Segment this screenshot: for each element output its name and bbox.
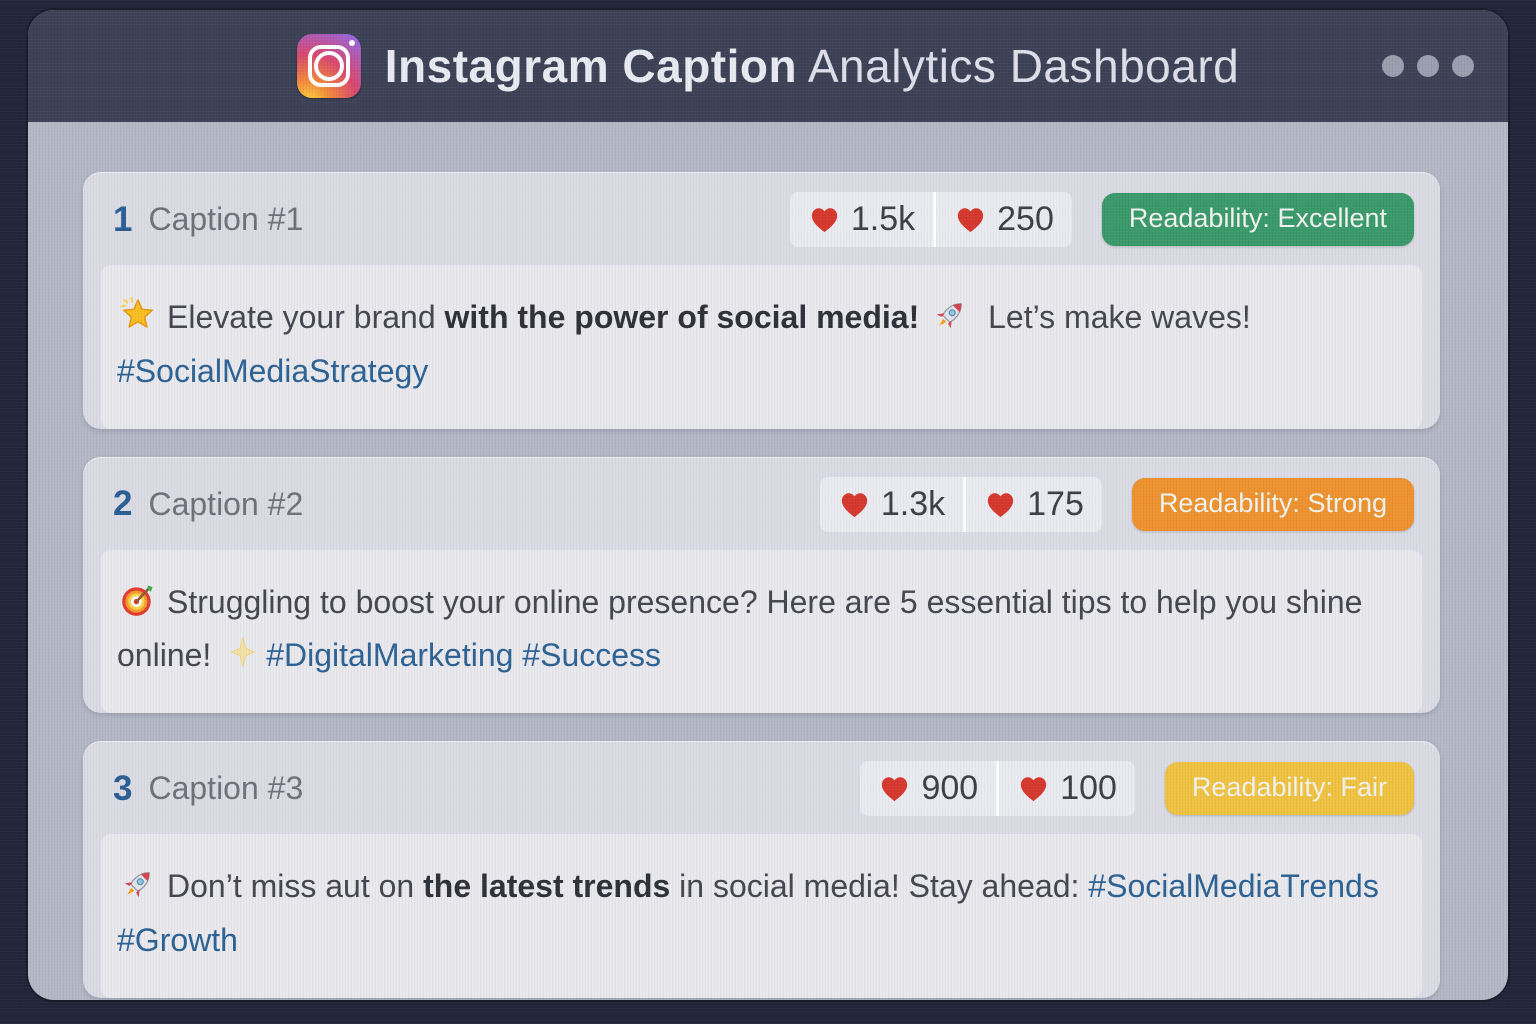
glowing-star-icon: [119, 296, 157, 334]
rocket-icon: [931, 296, 969, 334]
like-count: 1.5k: [850, 200, 916, 238]
readability-badge: Readability: Fair: [1164, 762, 1414, 815]
like-count: 250: [997, 200, 1054, 238]
card-3-title: Caption #3: [148, 770, 304, 806]
heart-icon: [838, 488, 871, 521]
page-title-bold: Instagram Caption: [384, 40, 798, 92]
card-3-number: 3: [113, 768, 133, 808]
caption-segment: the latest trends: [423, 868, 671, 904]
ellipsis-menu-icon[interactable]: [1382, 55, 1474, 77]
caption-segment: in social media! Stay ahead:: [670, 868, 1089, 904]
card-1-stats: 1.5k 250: [789, 192, 1072, 247]
caption-card-1: 1 Caption #1 1.5k 250: [83, 172, 1440, 429]
page-title-regular: Analytics Dashboard: [807, 40, 1240, 92]
card-1-header: 1 Caption #1 1.5k 250: [83, 172, 1440, 257]
card-2-header: 2 Caption #2 1.3k 175: [83, 457, 1440, 542]
card-2-number: 2: [113, 484, 133, 523]
readability-badge: Readability: Excellent: [1101, 193, 1414, 246]
dashboard-panel: 1 Caption #1 1.5k 250: [28, 122, 1508, 998]
likes-stat: 175: [963, 476, 1102, 532]
caption-card-3: 3 Caption #3 900 100: [83, 741, 1440, 998]
like-count: 1.3k: [880, 484, 946, 523]
card-2-stats: 1.3k 175: [819, 476, 1102, 532]
caption-segment: Don’t miss aut on: [167, 868, 424, 904]
likes-stat: 900: [860, 761, 996, 816]
page-title: Instagram Caption Analytics Dashboard: [385, 39, 1239, 93]
like-count: 100: [1060, 769, 1117, 807]
card-1-caption-text: Elevate your brand with the power of soc…: [101, 265, 1422, 429]
app-window: Instagram Caption Analytics Dashboard 1 …: [28, 10, 1508, 1000]
heart-icon: [984, 488, 1017, 521]
titlebar: Instagram Caption Analytics Dashboard: [28, 10, 1508, 122]
heart-icon: [878, 772, 911, 805]
rocket-icon: [119, 865, 157, 903]
heart-icon: [808, 203, 841, 236]
sparkle-icon: [226, 632, 260, 672]
likes-stat: 250: [933, 192, 1072, 247]
instagram-logo-icon: [296, 34, 361, 98]
dart-target-icon: [119, 581, 157, 619]
caption-segment: Elevate your brand: [167, 299, 445, 335]
card-3-caption-text: Don’t miss aut on the latest trends in s…: [101, 834, 1422, 998]
heart-icon: [954, 203, 987, 236]
caption-segment: Let’s make waves!: [979, 299, 1251, 335]
caption-segment: Struggling to boost your online presence…: [117, 583, 1363, 674]
heart-icon: [1017, 772, 1050, 805]
readability-badge: Readability: Strong: [1131, 477, 1414, 531]
card-2-caption-text: Struggling to boost your online presence…: [101, 549, 1422, 713]
likes-stat: 1.3k: [820, 477, 963, 532]
like-count: 900: [921, 769, 979, 807]
card-1-title: Caption #1: [148, 201, 304, 237]
card-3-stats: 900 100: [860, 761, 1135, 816]
likes-stat: 1.5k: [790, 192, 933, 247]
likes-stat: 100: [996, 761, 1135, 816]
caption-card-2: 2 Caption #2 1.3k 175: [83, 456, 1440, 713]
caption-segment: with the power of social media!: [444, 299, 920, 335]
card-1-number: 1: [113, 199, 133, 239]
caption-hashtag[interactable]: #SocialMediaStrategy: [117, 352, 429, 389]
card-3-header: 3 Caption #3 900 100: [83, 741, 1440, 826]
caption-hashtag[interactable]: #SocialMediaTrends #Growth: [117, 868, 1379, 958]
card-2-title: Caption #2: [148, 485, 304, 522]
caption-hashtag[interactable]: #DigitalMarketing #Success: [266, 637, 662, 674]
like-count: 175: [1027, 484, 1084, 523]
